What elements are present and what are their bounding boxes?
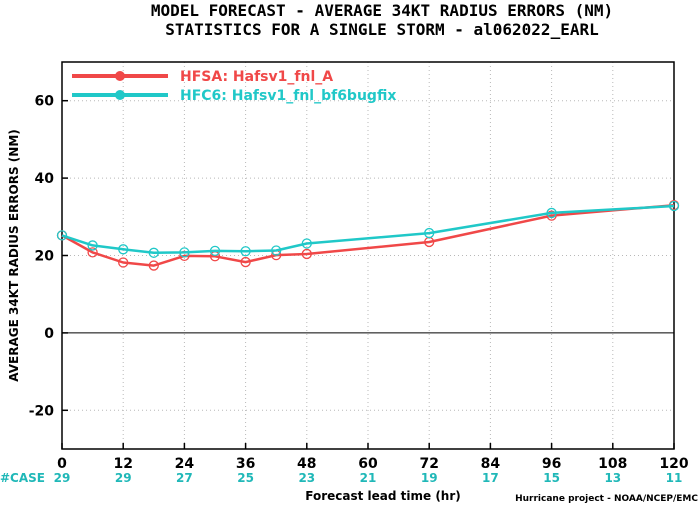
data-point [271,245,282,256]
axis-ticks: 0 12 24 36 48 60 72 84 96 108 120 -20 0 20 40 60 [29,94,689,472]
data-point [546,210,557,221]
series-line [61,203,675,267]
legend-marker [115,90,125,100]
y-tick-label: -20 [29,403,55,419]
data-point [209,245,221,257]
x-tick-label: 24 [175,456,195,472]
x-tick-label: 108 [598,456,627,472]
legend-label: HFC6: Hafsv1_fnl_bf6bugfix [180,88,396,104]
data-point [301,248,312,260]
x-tick-label: 12 [113,456,132,472]
legend-item: HFC6: Hafsv1_fnl_bf6bugfix [72,88,396,104]
data-point [148,247,159,258]
x-tick-label: 96 [542,456,561,472]
y-axis-label: AVERAGE 34KT RADIUS ERRORS (NM) [7,129,21,381]
gridlines [62,62,674,449]
case-count: 11 [666,471,683,485]
x-tick-label: 84 [481,456,501,472]
y-tick-label: 60 [35,94,55,110]
case-header: #CASE [0,471,45,485]
series-layer [56,200,680,271]
data-point [87,247,98,258]
legend: HFSA: Hafsv1_fnl_A HFC6: Hafsv1_fnl_bf6bu… [72,69,396,104]
data-point [118,257,129,268]
legend-marker [115,71,125,81]
credit-text: Hurricane project - NOAA/NCEP/EMC [515,494,698,504]
data-point [87,240,98,251]
case-count: 17 [482,471,499,485]
data-point [148,260,159,271]
data-point [424,227,435,239]
data-point [240,246,251,257]
legend-label: HFSA: Hafsv1_fnl_A [180,69,333,85]
y-tick-label: 20 [35,249,55,265]
x-tick-label: 72 [419,456,438,472]
data-point [301,238,312,249]
x-tick-label: 120 [659,456,688,472]
series-2 [56,200,680,258]
x-tick-label: 36 [236,456,255,472]
data-point [118,244,129,255]
case-count: 19 [421,471,438,485]
x-tick-label: 0 [57,456,67,472]
case-count: 21 [360,471,377,485]
x-tick-label: 60 [358,456,378,472]
y-tick-label: 0 [44,326,54,342]
data-point [668,200,680,212]
data-point [179,247,190,258]
data-point [56,230,68,241]
x-tick-label: 48 [297,456,316,472]
chart-title: MODEL FORECAST - AVERAGE 34KT RADIUS ERR… [151,1,613,20]
case-count-row: #CASE 29 29 27 25 23 21 19 17 15 13 11 [0,471,682,485]
y-tick-label: 40 [35,171,55,187]
case-count: 29 [54,471,71,485]
case-count: 23 [298,471,315,485]
legend-item: HFSA: Hafsv1_fnl_A [72,69,333,85]
case-count: 27 [176,471,193,485]
data-point [546,207,557,219]
x-axis-label: Forecast lead time (hr) [305,489,461,503]
case-count: 25 [237,471,254,485]
chart-subtitle: STATISTICS FOR A SINGLE STORM - al062022… [165,20,598,39]
data-point [240,256,251,268]
case-count: 29 [115,471,132,485]
case-count: 15 [543,471,560,485]
case-count: 13 [604,471,621,485]
